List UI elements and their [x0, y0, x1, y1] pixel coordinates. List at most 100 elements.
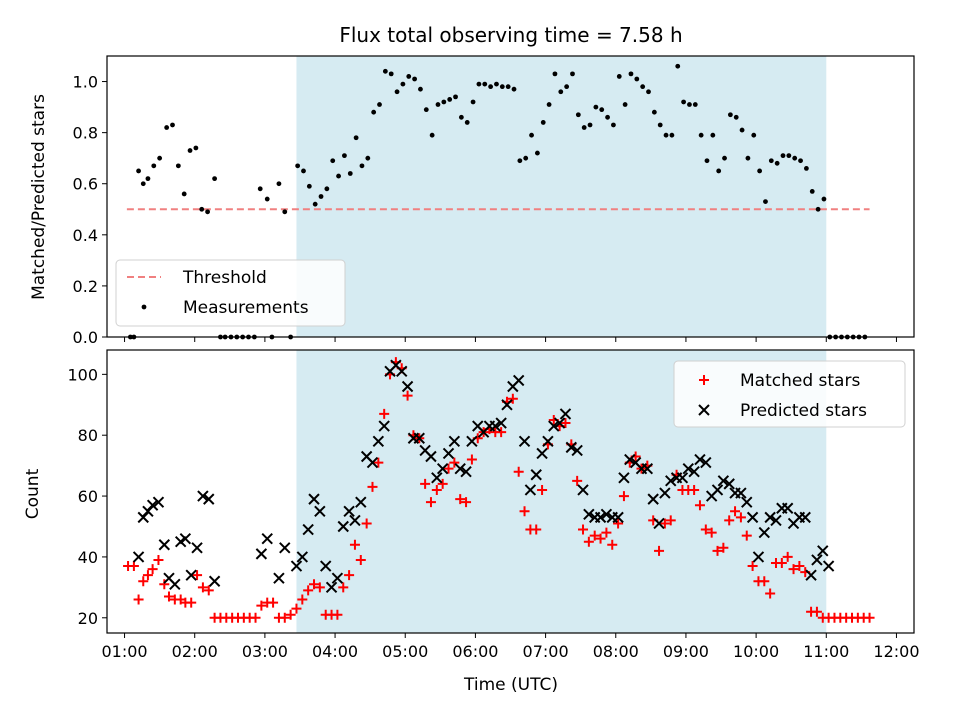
matched-star-point: [256, 600, 267, 611]
predicted-star-point: [302, 523, 314, 536]
matched-star-point: [724, 515, 735, 526]
x-tick-label: 03:00: [242, 642, 288, 661]
predicted-star-point: [337, 520, 349, 533]
matched-star-point: [595, 533, 606, 544]
y-tick-label: 80: [78, 426, 98, 445]
measurement-point: [377, 102, 382, 107]
y-tick-label: 100: [67, 365, 98, 384]
matched-star-point: [268, 597, 279, 608]
measurement-point: [704, 158, 710, 164]
measurement-point: [657, 122, 663, 128]
predicted-star-point: [518, 435, 531, 447]
matched-star-point: [735, 512, 746, 523]
legend-threshold-label: Threshold: [182, 268, 267, 288]
predicted-star-point: [197, 490, 209, 502]
y-tick-label: 0.0: [73, 328, 98, 347]
predicted-star-point: [641, 462, 654, 475]
measurement-point: [727, 112, 733, 118]
matched-star-point: [309, 579, 320, 590]
measurement-point: [763, 199, 768, 205]
matched-star-point: [279, 612, 290, 623]
matched-star-point: [560, 418, 571, 429]
predicted-star-point: [624, 453, 636, 466]
measurement-point: [786, 153, 792, 159]
measurement-point: [423, 107, 429, 113]
measurement-point: [529, 132, 534, 138]
legend-box: [115, 259, 346, 327]
matched-star-point: [788, 564, 799, 575]
measurement-point: [745, 155, 751, 161]
matched-star-point: [776, 558, 787, 569]
measurement-point: [616, 74, 622, 79]
matched-star-point: [578, 524, 589, 535]
measurement-point: [739, 127, 745, 133]
measurement-point: [301, 168, 306, 174]
measurement-point: [517, 158, 523, 164]
matched-star-point: [519, 506, 530, 517]
predicted-star-point: [542, 435, 554, 447]
predicted-star-point: [711, 484, 724, 496]
predicted-star-point: [665, 475, 677, 487]
predicted-star-point: [146, 499, 159, 511]
predicted-star-point: [290, 560, 303, 572]
matched-star-point: [613, 518, 624, 529]
predicted-star-point: [343, 505, 355, 517]
matched-star-point: [379, 408, 390, 419]
predicted-star-point: [612, 511, 624, 524]
predicted-star-point: [758, 526, 771, 539]
predicted-star-point: [314, 505, 326, 517]
matched-star-point: [700, 524, 711, 535]
measurement-point: [394, 89, 400, 95]
measurement-point: [757, 168, 763, 174]
predicted-star-point: [132, 551, 145, 563]
measurement-point: [464, 120, 470, 125]
matched-star-point: [420, 478, 431, 489]
x-tick-label: 05:00: [382, 642, 428, 661]
predicted-star-point: [296, 551, 309, 563]
measurement-point: [359, 163, 365, 169]
y-tick-label: 60: [78, 487, 98, 506]
measurement-point: [175, 163, 181, 169]
measurement-point: [523, 155, 529, 161]
matched-star-point: [192, 570, 203, 581]
measurement-point: [187, 148, 193, 153]
matched-star-point: [466, 454, 477, 465]
measurement-point: [540, 120, 546, 125]
predicted-star-point: [331, 572, 344, 584]
predicted-star-point: [799, 511, 811, 524]
measurement-point: [575, 112, 581, 118]
matched-star-point: [314, 582, 325, 593]
predicted-star-point: [442, 447, 455, 460]
matched-star-point: [607, 539, 618, 550]
matched-star-point: [718, 542, 729, 553]
matched-star-point: [250, 612, 261, 623]
matched-star-point: [618, 491, 629, 502]
predicted-star-point: [676, 472, 689, 484]
measurement-point: [136, 168, 141, 174]
y-tick-label: 20: [78, 609, 98, 628]
predicted-star-point: [448, 435, 461, 447]
x-tick-label: 08:00: [593, 642, 639, 661]
predicted-star-point: [208, 575, 221, 587]
predicted-star-point: [169, 578, 181, 591]
predicted-star-point: [752, 551, 765, 563]
matched-star-point: [197, 582, 208, 593]
predicted-star-point: [366, 456, 379, 469]
measurement-point: [458, 114, 464, 120]
predicted-star-point: [396, 365, 408, 378]
matched-star-point: [689, 484, 700, 495]
predicted-star-point: [466, 435, 478, 447]
measurement-point: [733, 114, 739, 120]
predicted-star-point: [770, 514, 782, 527]
matched-star-point: [589, 530, 600, 541]
measurement-point: [663, 132, 669, 138]
measurement-point: [295, 163, 301, 169]
predicted-star-point: [495, 417, 507, 429]
predicted-star-point: [378, 420, 390, 432]
measurement-point: [488, 84, 494, 90]
measurement-point: [628, 71, 634, 77]
measurement-point: [324, 186, 330, 192]
measurement-point: [815, 206, 821, 212]
measurement-point: [646, 89, 651, 95]
measurement-point: [205, 209, 210, 215]
